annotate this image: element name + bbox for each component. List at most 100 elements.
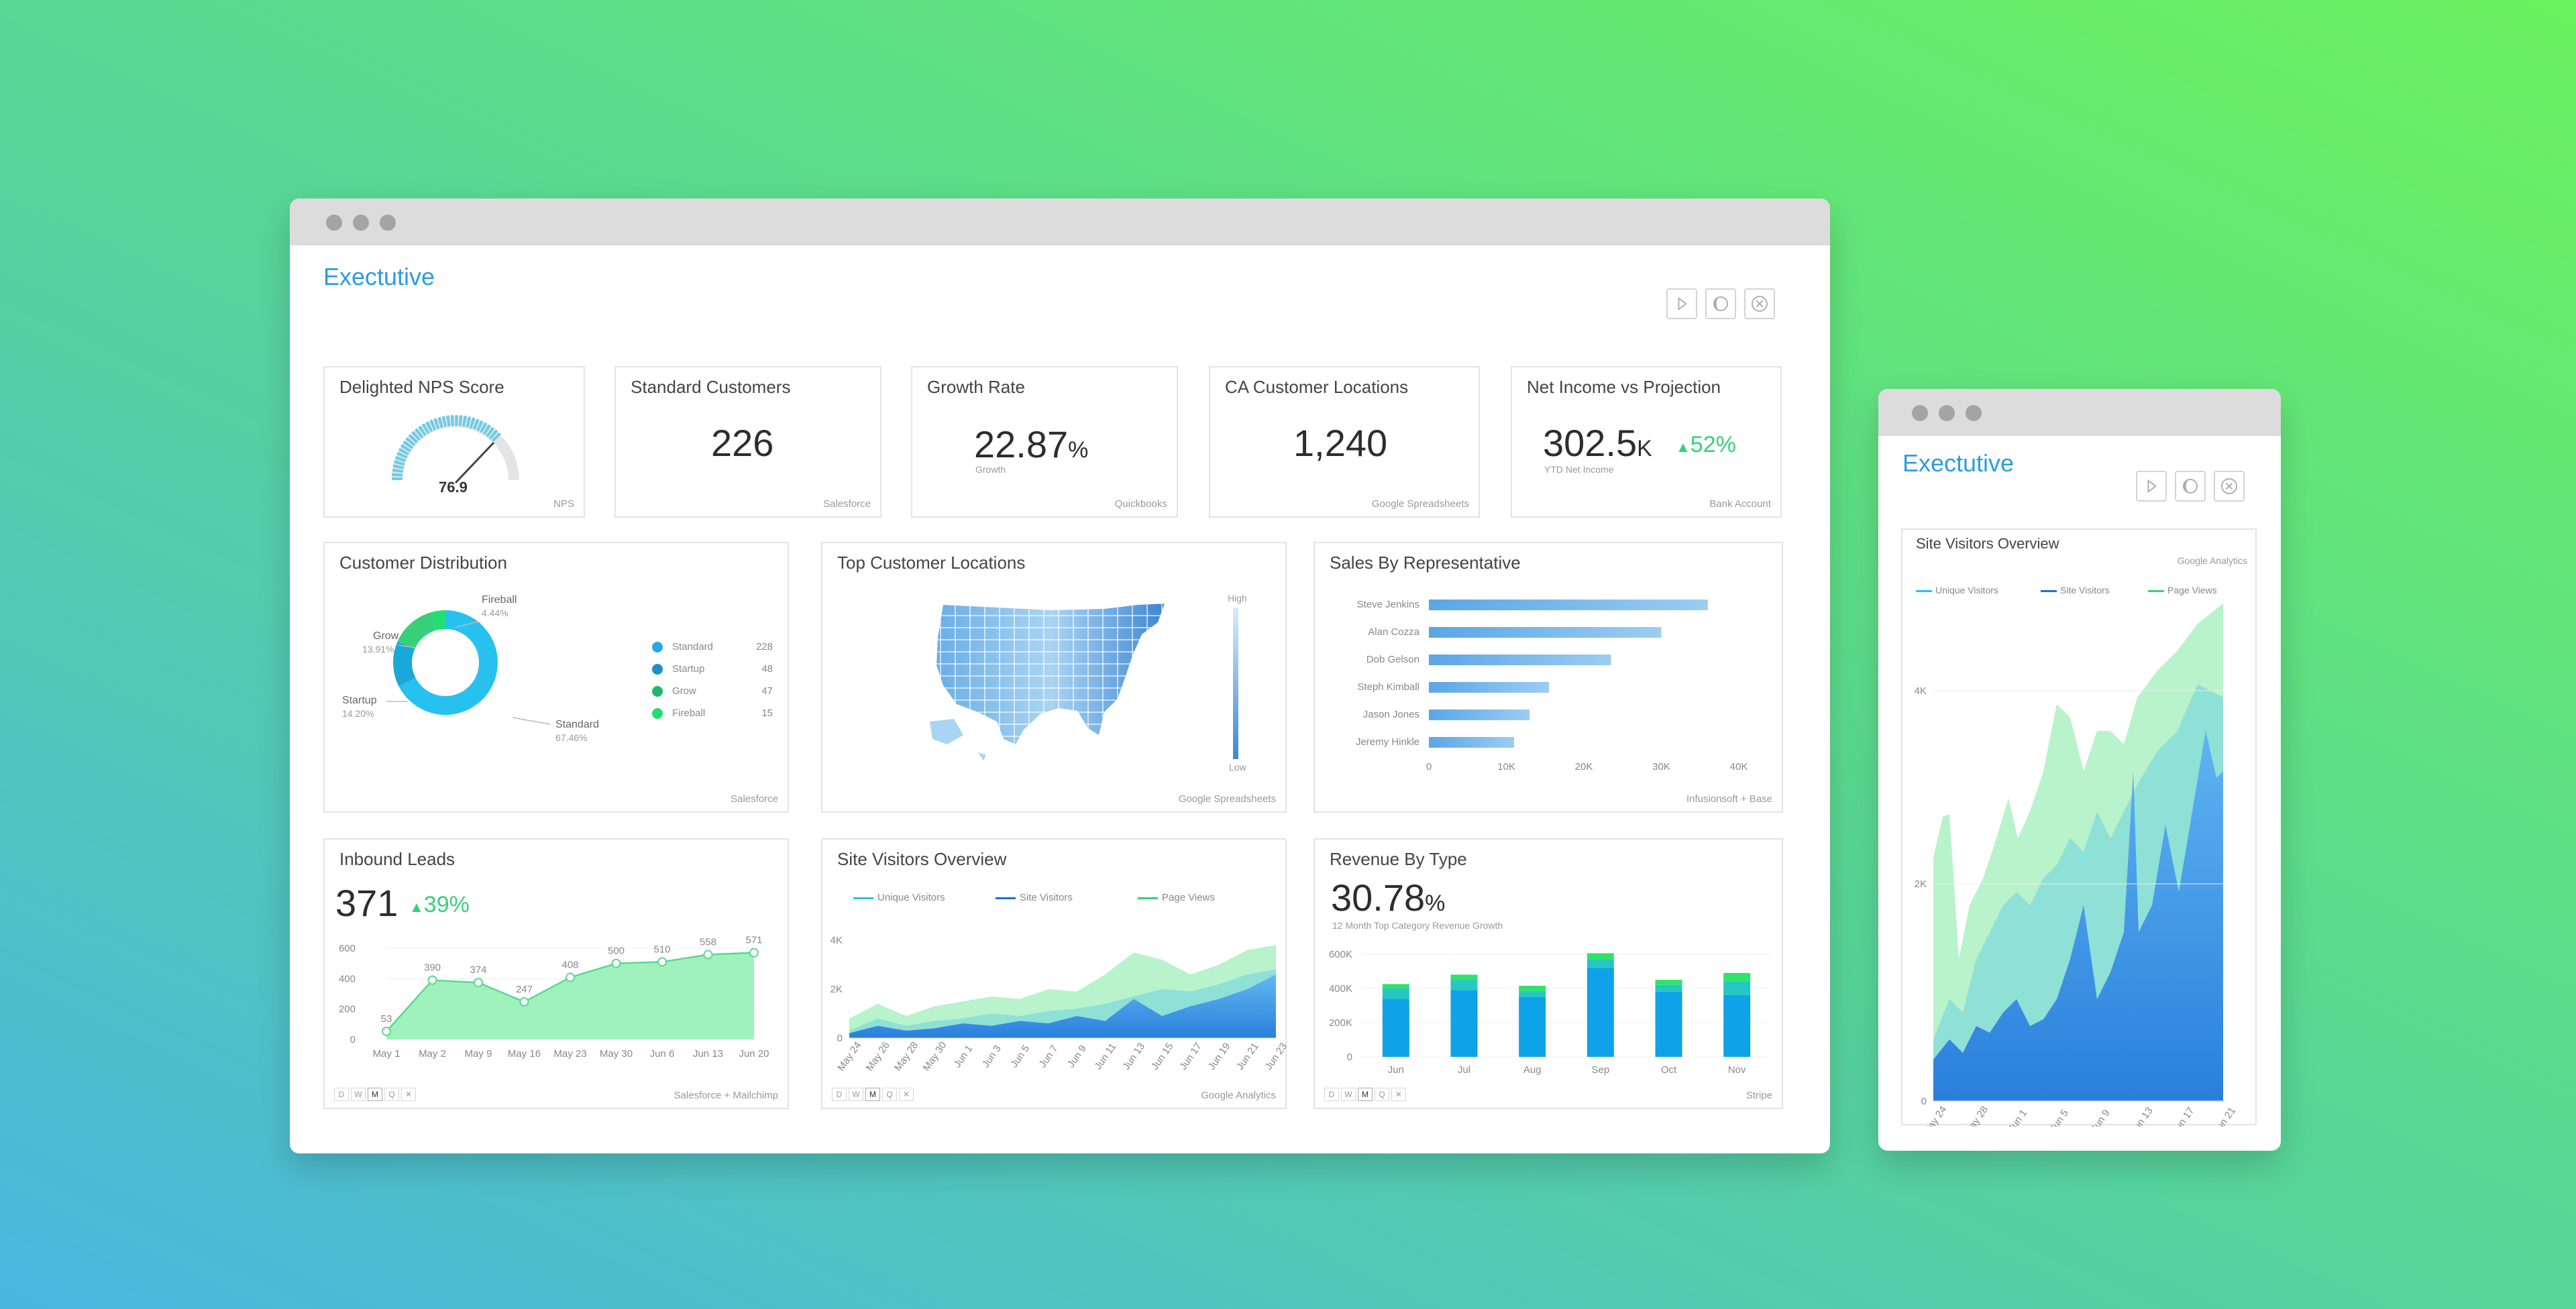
- inbound-point[interactable]: [427, 975, 437, 985]
- map-legend-low: Low: [1229, 762, 1246, 773]
- inbound-point[interactable]: [382, 1026, 391, 1036]
- donut-slice-startup[interactable]: [393, 641, 416, 687]
- inbound-point[interactable]: [566, 972, 575, 982]
- range-tab[interactable]: W: [1341, 1088, 1356, 1101]
- range-tab[interactable]: M: [368, 1088, 382, 1101]
- sales-rep-bar[interactable]: [1429, 654, 1611, 665]
- sales-rep-card[interactable]: Sales By Representative Steve Jenkins Ala…: [1313, 542, 1783, 813]
- revenue-x-tick: Aug: [1523, 1064, 1542, 1076]
- revenue-bar-segment[interactable]: [1723, 972, 1751, 982]
- range-tab[interactable]: D: [1324, 1088, 1339, 1101]
- revenue-bar-segment[interactable]: [1587, 959, 1614, 968]
- inbound-point[interactable]: [519, 997, 529, 1007]
- growth-rate-value: 22.87: [974, 423, 1069, 465]
- inbound-x-tick: May 23: [553, 1048, 586, 1060]
- revenue-bar-segment[interactable]: [1655, 984, 1682, 992]
- window-close-dot[interactable]: [326, 215, 342, 231]
- mobile-theme-button[interactable]: [2175, 471, 2206, 502]
- visitors-x-tick: Jun 3: [980, 1043, 1004, 1070]
- growth-rate-unit: %: [1068, 437, 1089, 463]
- range-tab[interactable]: Q: [384, 1088, 399, 1101]
- mobile-play-button[interactable]: [2136, 471, 2167, 502]
- customer-distribution-card[interactable]: Customer Distribution Fireball 4.44% Gro…: [323, 542, 789, 813]
- distribution-legend-item[interactable]: Fireball 15: [652, 707, 773, 720]
- range-tab[interactable]: ✕: [401, 1088, 416, 1101]
- inbound-point[interactable]: [611, 958, 621, 968]
- mobile-minimize-dot[interactable]: [1939, 405, 1955, 421]
- revenue-bar-segment[interactable]: [1723, 995, 1751, 1057]
- theme-button[interactable]: [1705, 288, 1736, 319]
- standard-customers-card[interactable]: Standard Customers 226 Salesforce: [614, 366, 881, 518]
- inbound-point[interactable]: [474, 978, 483, 988]
- revenue-bar-segment[interactable]: [1519, 997, 1546, 1057]
- range-tab[interactable]: D: [334, 1088, 349, 1101]
- range-tab[interactable]: Q: [882, 1088, 897, 1101]
- mobile-legend-page-label: Page Views: [2167, 585, 2217, 595]
- top-locations-card[interactable]: Top Customer Locations: [821, 542, 1287, 813]
- range-tab[interactable]: D: [832, 1088, 847, 1101]
- sales-rep-bar[interactable]: [1429, 682, 1550, 693]
- revenue-bar-segment[interactable]: [1450, 980, 1478, 990]
- revenue-bar-segment[interactable]: [1382, 999, 1409, 1057]
- range-tab[interactable]: Q: [1375, 1088, 1389, 1101]
- sales-rep-bar[interactable]: [1429, 600, 1708, 610]
- range-tab[interactable]: W: [849, 1088, 863, 1101]
- close-icon: [2221, 478, 2237, 494]
- range-tab[interactable]: ✕: [1391, 1088, 1406, 1101]
- inbound-point[interactable]: [749, 948, 759, 958]
- mobile-close-button[interactable]: [2214, 471, 2245, 502]
- revenue-bar-segment[interactable]: [1382, 988, 1409, 999]
- legend-value: 48: [761, 663, 773, 675]
- revenue-bar-segment[interactable]: [1723, 981, 1751, 996]
- grow-label: Grow: [373, 630, 399, 642]
- us-map: [930, 604, 1238, 760]
- mobile-maximize-dot[interactable]: [1966, 405, 1982, 421]
- sales-rep-bar[interactable]: [1429, 737, 1515, 748]
- donut-slice-grow[interactable]: [397, 612, 437, 649]
- site-visitors-card[interactable]: Site Visitors Overview 0 2K 4K May 24 May 26…: [821, 838, 1288, 1109]
- revenue-bar-segment[interactable]: [1587, 968, 1614, 1057]
- range-tab[interactable]: ✕: [899, 1088, 914, 1101]
- revenue-bar-segment[interactable]: [1587, 953, 1614, 960]
- close-button[interactable]: [1744, 288, 1775, 319]
- growth-rate-card[interactable]: Growth Rate 22.87% Growth Quickbooks: [911, 366, 1178, 518]
- window-minimize-dot[interactable]: [353, 215, 369, 231]
- window-maximize-dot[interactable]: [380, 215, 396, 231]
- revenue-type-card[interactable]: Revenue By Type 30.78% 12 Month Top Cate…: [1313, 838, 1783, 1109]
- distribution-legend-item[interactable]: Startup 48: [652, 663, 773, 675]
- visitors-x-tick: Jun 5: [1008, 1043, 1032, 1070]
- sales-rep-bar[interactable]: [1429, 627, 1662, 638]
- ca-locations-card[interactable]: CA Customer Locations 1,240 Google Sprea…: [1209, 366, 1480, 518]
- range-tab[interactable]: W: [351, 1088, 366, 1101]
- revenue-type-sub: 12 Month Top Category Revenue Growth: [1332, 920, 1503, 931]
- inbound-point[interactable]: [703, 950, 713, 960]
- range-tab[interactable]: M: [1358, 1088, 1373, 1101]
- donut-slice-standard[interactable]: [398, 610, 498, 715]
- visitors-x-tick: Jun 9: [1065, 1043, 1089, 1070]
- inbound-point[interactable]: [657, 957, 667, 967]
- range-tab[interactable]: M: [865, 1088, 880, 1101]
- nps-card[interactable]: Delighted NPS Score 76.9 NPS: [323, 366, 585, 518]
- net-income-card[interactable]: Net Income vs Projection 302.5K ▲52% YTD…: [1511, 366, 1782, 518]
- inbound-leads-card[interactable]: Inbound Leads 371 ▲39% 0 200 400 600 53 May 1…: [323, 838, 789, 1109]
- revenue-bar-segment[interactable]: [1655, 991, 1682, 1057]
- site-visitors-source: Google Analytics: [1201, 1090, 1276, 1101]
- legend-swatch: [996, 897, 1016, 899]
- mobile-close-dot[interactable]: [1912, 405, 1928, 421]
- nps-title: Delighted NPS Score: [339, 377, 504, 397]
- revenue-bar-segment[interactable]: [1519, 990, 1546, 997]
- play-button[interactable]: [1666, 288, 1697, 319]
- revenue-bar-segment[interactable]: [1450, 974, 1478, 980]
- distribution-legend-item[interactable]: Standard 228: [652, 641, 773, 653]
- revenue-bar-segment[interactable]: [1382, 984, 1409, 988]
- revenue-bar-segment[interactable]: [1655, 980, 1682, 985]
- revenue-bar-segment[interactable]: [1519, 986, 1546, 991]
- sales-rep-tick: 10K: [1497, 761, 1515, 773]
- distribution-legend-item[interactable]: Grow 47: [652, 685, 773, 697]
- donut-slice-fireball[interactable]: [431, 610, 445, 630]
- sales-rep-bar[interactable]: [1429, 709, 1530, 720]
- inbound-x-tick: Jun 20: [739, 1048, 769, 1060]
- revenue-bar-segment[interactable]: [1450, 990, 1478, 1057]
- mobile-site-visitors-card[interactable]: Site Visitors Overview Google Analytics …: [1901, 528, 2257, 1127]
